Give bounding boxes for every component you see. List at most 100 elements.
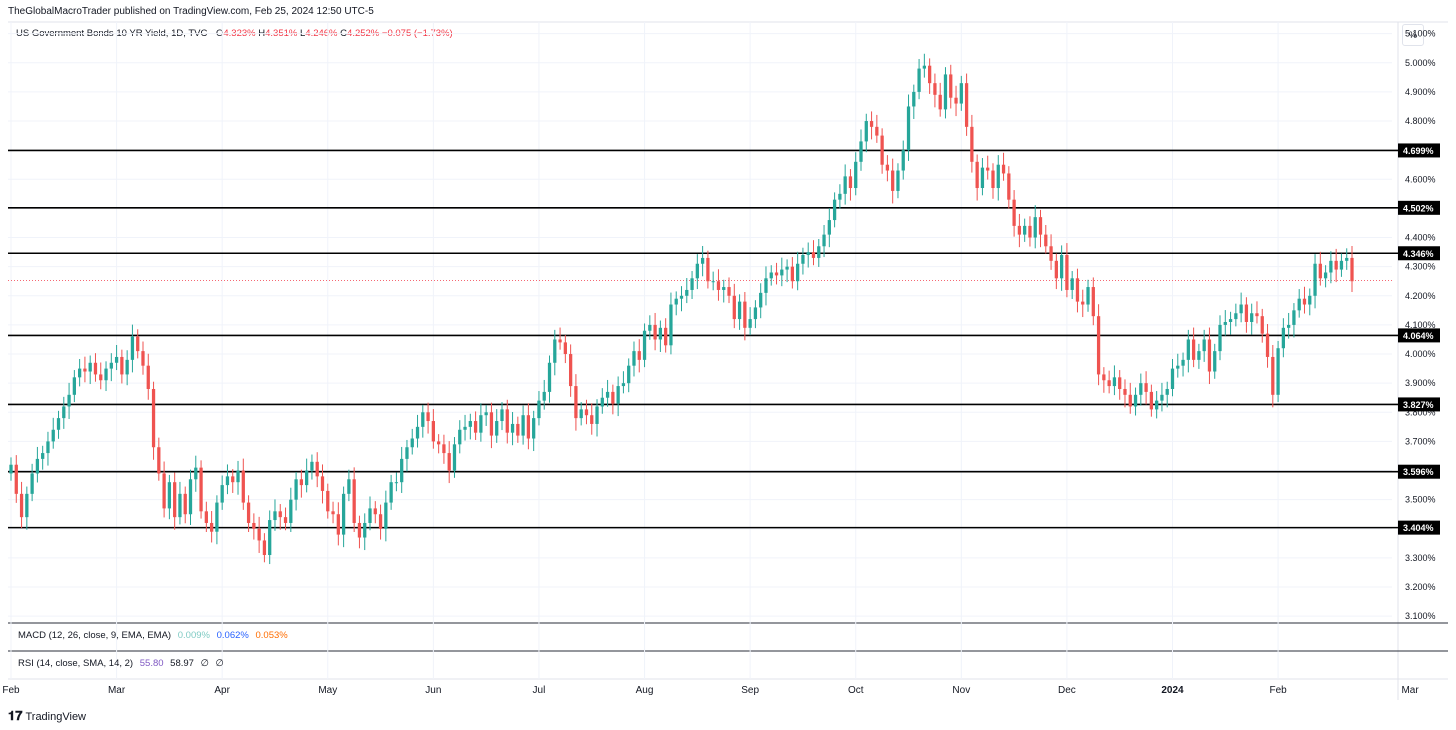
candle-body <box>822 234 826 247</box>
candle-body <box>843 176 847 194</box>
candle-body <box>1107 380 1111 387</box>
candle-body <box>706 257 710 282</box>
candle-body <box>500 409 504 422</box>
x-tick-label: May <box>318 685 337 696</box>
candle-body <box>917 68 921 92</box>
candle-body <box>832 199 837 221</box>
candle-body <box>1318 263 1322 279</box>
candle-body <box>442 444 446 454</box>
candle-body <box>136 336 140 352</box>
candle-body <box>77 368 82 378</box>
candle-body <box>912 91 916 107</box>
tradingview-footer[interactable]: 𝟏𝟕 TradingView <box>8 708 86 724</box>
candle-body <box>315 461 319 477</box>
candle-body <box>1023 225 1027 235</box>
candle-body <box>1028 225 1032 238</box>
candle-body <box>938 94 942 110</box>
x-tick-label: Oct <box>848 685 864 696</box>
candle-body <box>41 453 45 459</box>
candle-body <box>1213 351 1217 372</box>
candle-body <box>204 511 208 523</box>
candle-body <box>183 493 187 515</box>
candle-body <box>1170 368 1175 389</box>
candle-body <box>1128 394 1132 407</box>
candle-body <box>568 354 573 387</box>
candle-body <box>400 458 404 483</box>
candle-body <box>1228 319 1233 322</box>
candle-body <box>537 400 541 419</box>
y-tick-label: 4.900% <box>1405 87 1436 97</box>
candle-body <box>642 330 647 360</box>
candle-body <box>611 391 615 404</box>
candle-body <box>1276 348 1280 395</box>
candle-body <box>373 508 377 515</box>
x-tick-label: Feb <box>2 685 20 696</box>
candle-body <box>743 301 747 328</box>
y-tick-label: 3.100% <box>1405 611 1436 621</box>
candle-body <box>468 421 472 427</box>
candle-body <box>220 485 224 503</box>
candle-body <box>1091 287 1095 317</box>
candle-body <box>188 479 193 515</box>
candle-body <box>764 278 768 293</box>
x-tick-label: Dec <box>1058 685 1076 696</box>
candle-body <box>716 281 721 290</box>
candle-body <box>199 467 203 512</box>
macd-value-3: 0.053% <box>255 630 288 641</box>
candle-body <box>700 257 705 264</box>
y-tick-label: 4.300% <box>1405 262 1436 272</box>
candle-body <box>484 412 488 416</box>
candle-body <box>35 458 40 474</box>
candle-body <box>341 493 346 535</box>
candle-body <box>437 441 441 445</box>
level-price-tag <box>1398 143 1440 158</box>
candle-body <box>901 150 905 171</box>
rsi-value-1: 55.80 <box>139 658 164 669</box>
candle-body <box>347 479 351 494</box>
candle-body <box>479 415 483 433</box>
level-price-label: 4.346% <box>1403 249 1434 259</box>
candle-body <box>949 74 953 98</box>
tradingview-brand: TradingView <box>25 711 87 723</box>
candle-body <box>817 246 821 258</box>
candle-body <box>109 362 113 369</box>
candle-body <box>489 412 494 436</box>
rsi-legend[interactable]: RSI (14, close, SMA, 14, 2) 55.80 58.97 … <box>14 658 224 669</box>
y-tick-label: 4.200% <box>1405 291 1436 301</box>
candle-body <box>526 415 531 439</box>
candle-body <box>209 522 214 532</box>
candle-body <box>711 281 715 283</box>
macd-legend[interactable]: MACD (12, 26, close, 9, EMA, EMA) 0.009%… <box>14 630 288 641</box>
percent-scale-button[interactable]: % <box>1402 24 1424 46</box>
candle-body <box>621 383 626 387</box>
y-tick-label: 4.000% <box>1405 349 1436 359</box>
candle-body <box>225 476 230 486</box>
x-tick-label: Apr <box>214 685 230 696</box>
candle-body <box>532 418 536 439</box>
candle-body <box>616 386 620 404</box>
candle-body <box>864 121 868 142</box>
candle-body <box>1287 324 1291 328</box>
candle-body <box>547 362 552 392</box>
candle-body <box>1191 339 1196 360</box>
candle-body <box>785 266 789 270</box>
x-tick-label: 2024 <box>1161 685 1184 696</box>
x-tick-label: Sep <box>741 685 759 696</box>
candle-body <box>252 522 256 529</box>
macd-value-1: 0.009% <box>177 630 210 641</box>
candle-body <box>368 508 372 523</box>
candle-body <box>1155 400 1159 410</box>
candle-body <box>885 164 890 171</box>
candle-body <box>273 511 277 521</box>
candle-body <box>83 368 87 372</box>
candle-body <box>769 272 773 279</box>
candle-body <box>146 365 150 389</box>
candle-body <box>1308 295 1312 305</box>
candle-body <box>1059 255 1064 279</box>
candle-body <box>669 304 673 346</box>
candle-body <box>167 482 172 509</box>
candle-body <box>1250 313 1254 322</box>
candle-body <box>19 493 24 518</box>
candle-body <box>521 415 525 436</box>
